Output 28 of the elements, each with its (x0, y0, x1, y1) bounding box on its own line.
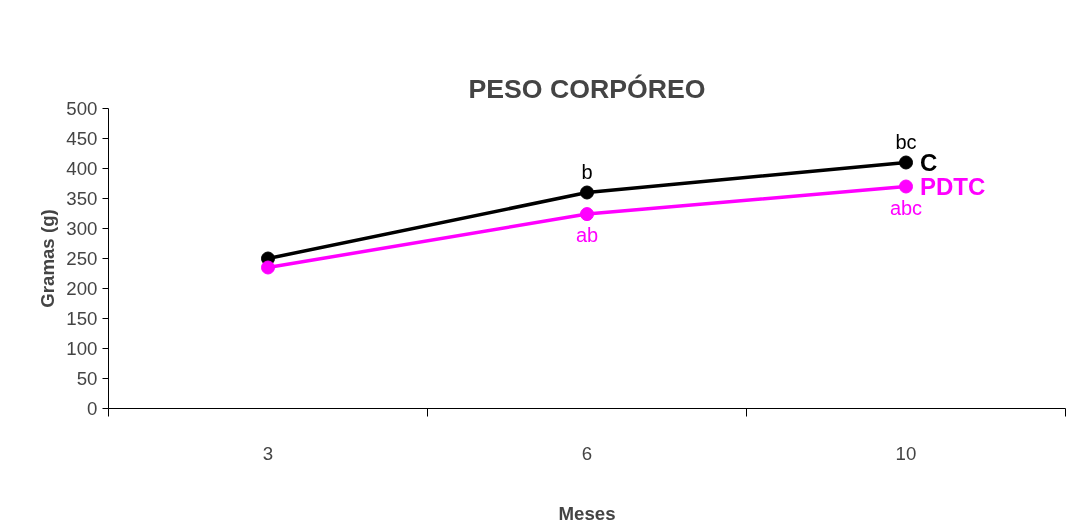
y-tick-label: 400 (66, 158, 98, 179)
y-tick-label: 150 (66, 308, 98, 329)
y-tick-label: 0 (87, 398, 98, 419)
chart-title: PESO CORPÓREO (468, 73, 706, 104)
point (899, 155, 913, 170)
point (899, 179, 913, 194)
x-axis-title: Meses (558, 502, 616, 524)
annotation: bc (895, 130, 917, 153)
annotation: b (581, 160, 593, 183)
y-axis-title: Gramas (g) (37, 209, 59, 308)
y-tick-label: 500 (66, 98, 98, 119)
series-label: C (920, 149, 938, 176)
y-tick-label: 50 (76, 368, 98, 389)
y-tick-label: 250 (66, 248, 98, 269)
y-tick-label: 450 (66, 128, 98, 149)
y-tick-label: 350 (66, 188, 98, 209)
x-tick-label: 10 (895, 442, 917, 464)
annotation: abc (889, 196, 923, 219)
y-tick-label: 300 (66, 218, 98, 239)
point (580, 185, 594, 200)
x-tick-label: 3 (262, 442, 274, 464)
x-tick-label: 6 (581, 442, 593, 464)
y-tick-label: 100 (66, 338, 98, 359)
series-label: PDTC (920, 173, 986, 200)
annotation: ab (575, 224, 599, 247)
y-tick-label: 200 (66, 278, 98, 299)
point (580, 207, 594, 222)
point (261, 260, 275, 275)
